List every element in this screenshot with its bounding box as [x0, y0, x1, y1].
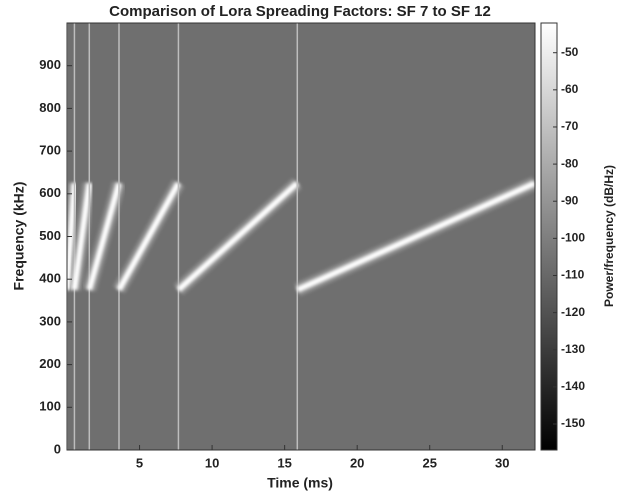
y-tick-label: 800 — [39, 100, 61, 115]
y-tick-label: 100 — [39, 399, 61, 414]
x-tick-label: 20 — [350, 455, 364, 470]
y-tick-label: 700 — [39, 143, 61, 158]
colorbar-tick-label: -60 — [561, 82, 579, 96]
colorbar — [540, 22, 558, 451]
x-tick-label: 25 — [422, 455, 436, 470]
y-tick-label: 200 — [39, 356, 61, 371]
x-tick-label: 30 — [495, 455, 509, 470]
chart-title: Comparison of Lora Spreading Factors: SF… — [109, 3, 491, 20]
chirp-layer — [67, 23, 535, 450]
y-tick-label: 0 — [54, 441, 61, 456]
colorbar-tick-label: -50 — [561, 45, 579, 59]
colorbar-tick-label: -70 — [561, 119, 579, 133]
y-tick-label: 500 — [39, 228, 61, 243]
y-axis-label: Frequency (kHz) — [11, 182, 27, 291]
x-tick-label: 5 — [136, 455, 143, 470]
y-tick-label: 900 — [39, 57, 61, 72]
chirp — [176, 180, 300, 293]
x-axis-label: Time (ms) — [267, 475, 333, 491]
y-tick-label: 300 — [39, 313, 61, 328]
chirp — [116, 181, 182, 292]
x-tick-label: 15 — [277, 455, 291, 470]
colorbar-tick-label: -80 — [561, 156, 579, 170]
plot-background — [67, 23, 535, 450]
colorbar-tick-label: -100 — [561, 231, 585, 245]
colorbar-tick-label: -120 — [561, 305, 585, 319]
colorbar-label: Power/frequency (dB/Hz) — [602, 165, 616, 307]
colorbar-tick-label: -90 — [561, 193, 579, 207]
x-tick-label: 10 — [205, 455, 219, 470]
chirp — [296, 180, 535, 293]
y-tick-label: 600 — [39, 185, 61, 200]
colorbar-tick-label: -140 — [561, 379, 585, 393]
y-tick-label: 400 — [39, 271, 61, 286]
colorbar-tick-label: -110 — [561, 268, 585, 282]
chirp — [86, 182, 122, 291]
colorbar-tick-label: -130 — [561, 342, 585, 356]
colorbar-tick-label: -150 — [561, 416, 585, 430]
chirp — [71, 182, 93, 291]
